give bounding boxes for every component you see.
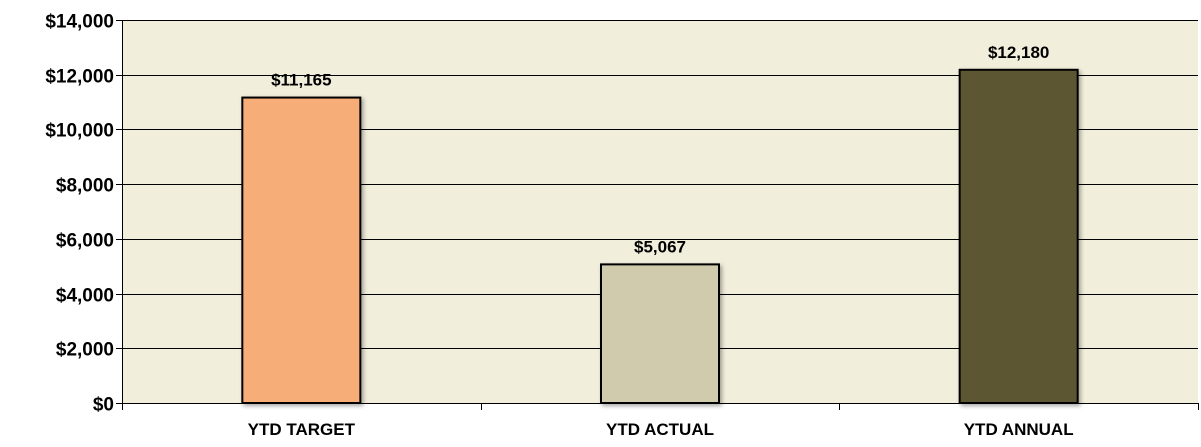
y-tick-label: $8,000: [56, 176, 114, 197]
x-tick-label: YTD ANNUAL: [964, 420, 1074, 439]
x-tick-label: YTD TARGET: [248, 420, 356, 439]
bar-ytd-annual[interactable]: [958, 68, 1079, 404]
data-label: $11,165: [271, 71, 332, 90]
data-label: $12,180: [988, 43, 1049, 62]
y-tick-label: $12,000: [45, 67, 114, 88]
y-tick-label: $14,000: [45, 12, 114, 33]
y-tick-label: $0: [93, 395, 114, 416]
y-tick-label: $10,000: [45, 121, 114, 142]
x-tick-label: YTD ACTUAL: [606, 420, 714, 439]
data-label: $5,067: [634, 237, 686, 256]
bar-ytd-target[interactable]: [241, 96, 362, 405]
y-tick-label: $2,000: [56, 340, 114, 361]
bar-ytd-actual[interactable]: [600, 263, 720, 404]
y-tick-label: $6,000: [56, 231, 114, 252]
y-tick-label: $4,000: [56, 286, 114, 307]
